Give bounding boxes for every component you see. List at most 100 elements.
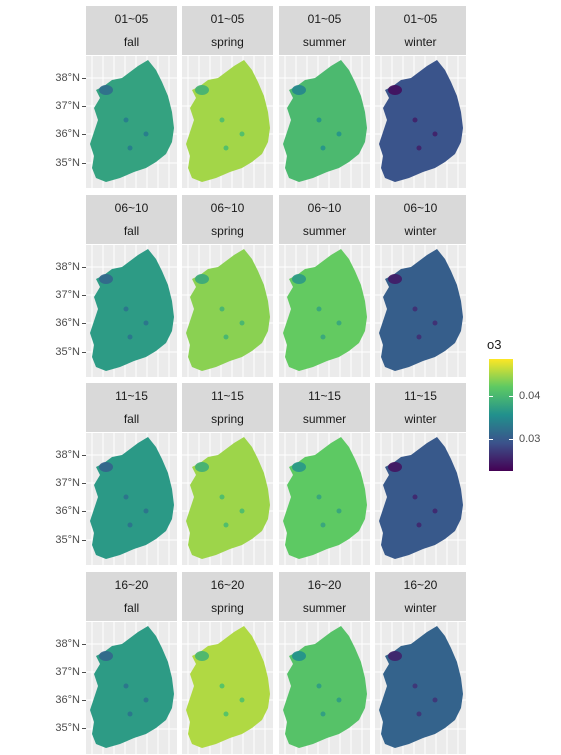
- ytick: [82, 511, 86, 512]
- city-spot: [316, 306, 322, 312]
- city-spot: [336, 131, 342, 137]
- seoul-region: [388, 462, 402, 472]
- seoul-region: [195, 274, 209, 284]
- strip-16-20-fall: 16~20 fall: [86, 572, 177, 621]
- seoul-region: [99, 274, 113, 284]
- map-panel-01-05-fall: [86, 56, 177, 188]
- korea-map-01-05-summer: [279, 56, 370, 188]
- strip-06-10-spring: 06~10 spring: [182, 195, 273, 244]
- city-spot: [432, 131, 438, 137]
- ytick: [82, 267, 86, 268]
- korea-map-11-15-spring: [182, 433, 273, 565]
- map-panel-06-10-summer: [279, 245, 370, 377]
- city-spot: [416, 711, 422, 717]
- korea-map-11-15-winter: [375, 433, 466, 565]
- city-spot: [219, 306, 225, 312]
- ylabel-35n: 35°N: [55, 722, 80, 734]
- map-panel-11-15-summer: [279, 433, 370, 565]
- map-panel-01-05-spring: [182, 56, 273, 188]
- city-spot: [123, 117, 129, 123]
- city-spot: [123, 683, 129, 689]
- city-spot: [219, 683, 225, 689]
- ylabel-36n: 36°N: [55, 505, 80, 517]
- korea-map-01-05-winter: [375, 56, 466, 188]
- korea-map-06-10-winter: [375, 245, 466, 377]
- map-panel-11-15-fall: [86, 433, 177, 565]
- map-panel-11-15-winter: [375, 433, 466, 565]
- ytick: [82, 78, 86, 79]
- legend-tick-label: 0.04: [519, 390, 541, 402]
- map-panel-06-10-winter: [375, 245, 466, 377]
- ylabel-36n: 36°N: [55, 128, 80, 140]
- strip-06-10-winter: 06~10 winter: [375, 195, 466, 244]
- ylabel-38n: 38°N: [55, 449, 80, 461]
- ytick: [82, 163, 86, 164]
- ylabel-37n: 37°N: [55, 666, 80, 678]
- seoul-region: [292, 274, 306, 284]
- ytick: [82, 540, 86, 541]
- city-spot: [416, 145, 422, 151]
- city-spot: [239, 320, 245, 326]
- city-spot: [416, 334, 422, 340]
- map-panel-01-05-winter: [375, 56, 466, 188]
- city-spot: [432, 320, 438, 326]
- ytick: [82, 728, 86, 729]
- strip-16-20-summer: 16~20 summer: [279, 572, 370, 621]
- city-spot: [432, 508, 438, 514]
- colorbar-tick: [509, 396, 513, 397]
- seoul-region: [292, 462, 306, 472]
- ylabel-35n: 35°N: [55, 534, 80, 546]
- map-panel-01-05-summer: [279, 56, 370, 188]
- strip-01-05-winter: 01~05 winter: [375, 6, 466, 55]
- city-spot: [239, 697, 245, 703]
- legend-tick-label: 0.03: [519, 433, 541, 445]
- seoul-region: [195, 651, 209, 661]
- map-panel-16-20-winter: [375, 622, 466, 754]
- ytick: [82, 672, 86, 673]
- map-panel-11-15-spring: [182, 433, 273, 565]
- map-panel-16-20-spring: [182, 622, 273, 754]
- korea-map-11-15-summer: [279, 433, 370, 565]
- city-spot: [143, 131, 149, 137]
- ytick: [82, 134, 86, 135]
- strip-11-15-summer: 11~15 summer: [279, 383, 370, 432]
- ytick: [82, 323, 86, 324]
- city-spot: [143, 320, 149, 326]
- city-spot: [316, 683, 322, 689]
- strip-06-10-fall: 06~10 fall: [86, 195, 177, 244]
- strip-11-15-fall: 11~15 fall: [86, 383, 177, 432]
- city-spot: [320, 522, 326, 528]
- ylabel-38n: 38°N: [55, 638, 80, 650]
- ytick: [82, 106, 86, 107]
- map-panel-16-20-fall: [86, 622, 177, 754]
- map-panel-06-10-fall: [86, 245, 177, 377]
- korea-map-16-20-winter: [375, 622, 466, 754]
- seoul-region: [99, 85, 113, 95]
- ylabel-37n: 37°N: [55, 477, 80, 489]
- strip-06-10-summer: 06~10 summer: [279, 195, 370, 244]
- strip-11-15-winter: 11~15 winter: [375, 383, 466, 432]
- seoul-region: [195, 85, 209, 95]
- korea-map-11-15-fall: [86, 433, 177, 565]
- city-spot: [127, 145, 133, 151]
- ylabel-38n: 38°N: [55, 261, 80, 273]
- strip-11-15-spring: 11~15 spring: [182, 383, 273, 432]
- city-spot: [223, 522, 229, 528]
- ylabel-38n: 38°N: [55, 72, 80, 84]
- city-spot: [223, 145, 229, 151]
- seoul-region: [292, 651, 306, 661]
- city-spot: [127, 522, 133, 528]
- seoul-region: [99, 462, 113, 472]
- ylabel-35n: 35°N: [55, 346, 80, 358]
- city-spot: [412, 683, 418, 689]
- city-spot: [143, 508, 149, 514]
- colorbar-tick: [509, 439, 513, 440]
- ytick: [82, 644, 86, 645]
- city-spot: [316, 117, 322, 123]
- seoul-region: [388, 85, 402, 95]
- strip-01-05-summer: 01~05 summer: [279, 6, 370, 55]
- strip-16-20-winter: 16~20 winter: [375, 572, 466, 621]
- city-spot: [412, 306, 418, 312]
- strip-01-05-spring: 01~05 spring: [182, 6, 273, 55]
